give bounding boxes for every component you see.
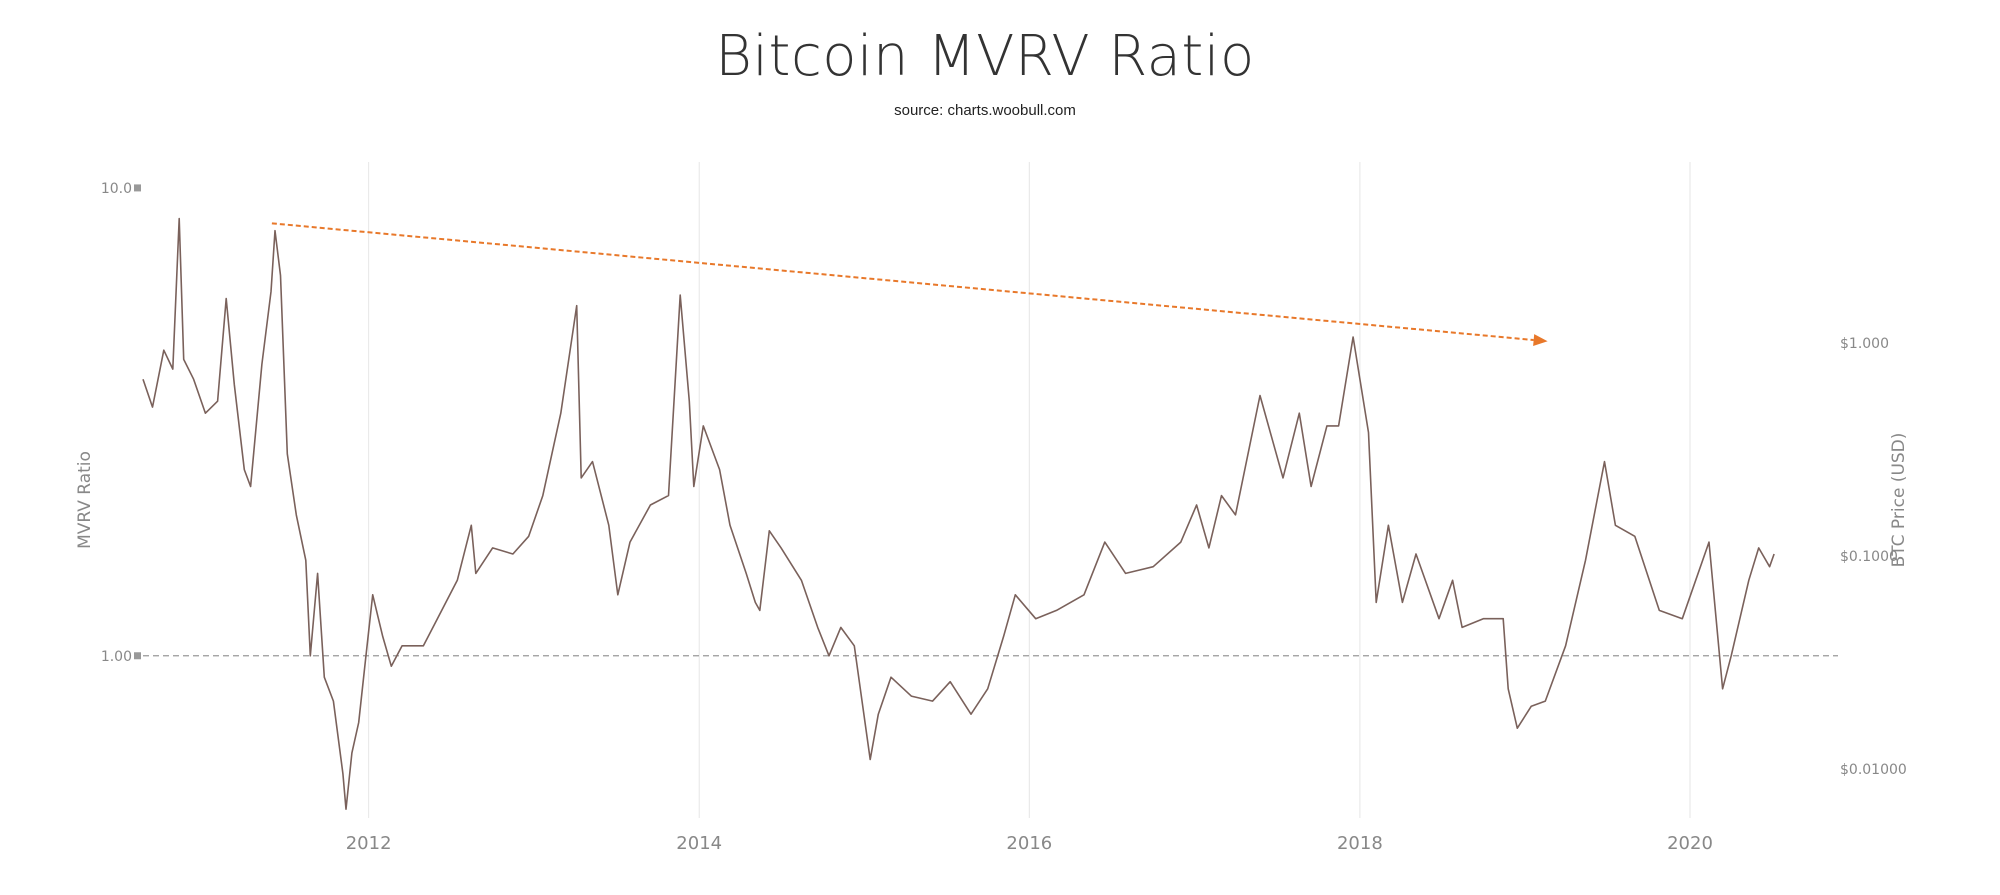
x-tick-label: 2020 bbox=[1667, 833, 1713, 854]
annotation-layer bbox=[271, 222, 1548, 346]
axis-layer: 2012 2014 2016 2018 2020 10.0 1.00 $1.000 $0.100… bbox=[101, 181, 1907, 854]
y-tick-label: 10.0 bbox=[101, 181, 132, 197]
trend-arrow-head bbox=[1533, 334, 1548, 346]
chart-subtitle: source: charts.woobull.com bbox=[894, 102, 1076, 119]
mvrv-series-line bbox=[142, 217, 1775, 810]
y-tick-mark bbox=[134, 184, 141, 192]
y-tick-mark bbox=[134, 652, 141, 660]
x-tick-label: 2018 bbox=[1337, 833, 1383, 854]
x-tick-label: 2016 bbox=[1006, 833, 1052, 854]
vertical-grid bbox=[368, 162, 1691, 818]
x-tick-label: 2012 bbox=[346, 833, 392, 854]
y-axis-label: MVRV Ratio bbox=[75, 451, 95, 549]
y2-axis-label: BTC Price (USD) bbox=[1889, 433, 1909, 568]
y2-tick-label: $0.1000 bbox=[1840, 549, 1898, 565]
y-tick-label: 1.00 bbox=[101, 649, 132, 665]
y2-tick-label: $1.000 bbox=[1840, 336, 1889, 352]
y2-tick-label: $0.01000 bbox=[1840, 762, 1907, 778]
chart-title: Bitcoin MVRV Ratio bbox=[715, 24, 1255, 89]
x-tick-label: 2014 bbox=[676, 833, 722, 854]
series-layer bbox=[142, 217, 1775, 810]
trend-arrow-line bbox=[271, 222, 1534, 342]
